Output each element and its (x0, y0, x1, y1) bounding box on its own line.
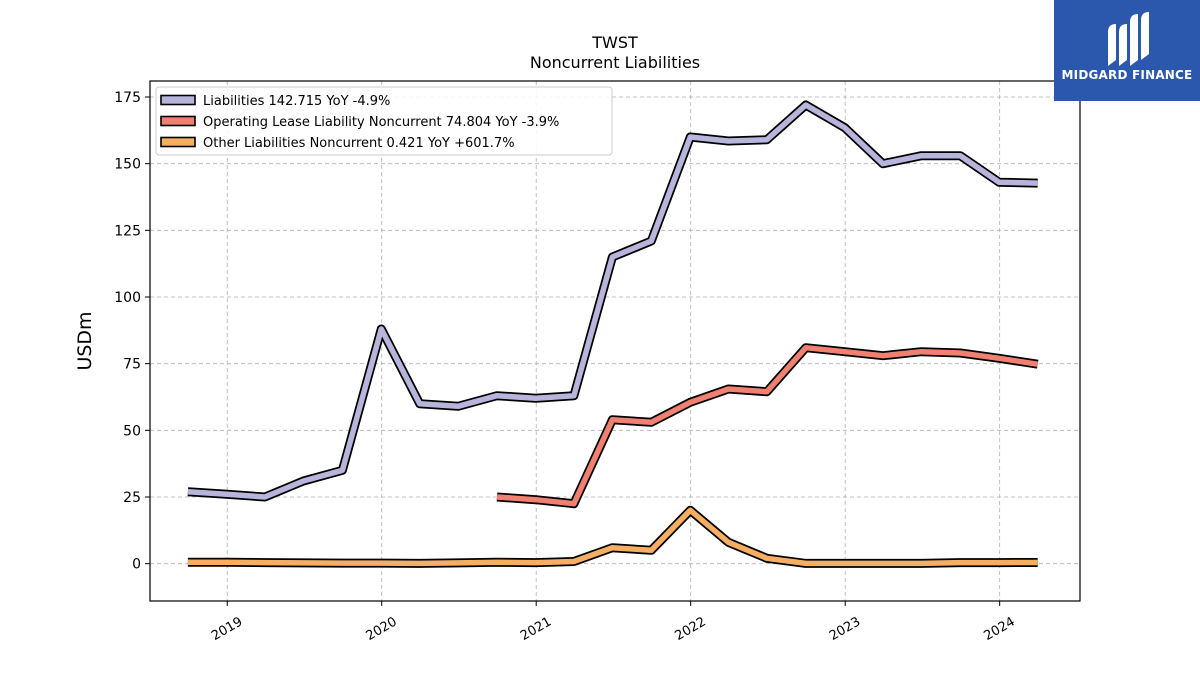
y-tick-label: 125 (114, 223, 141, 239)
y-tick-label: 50 (123, 423, 141, 439)
y-axis-label: USDm (74, 311, 96, 370)
chart-subtitle: Noncurrent Liabilities (530, 53, 700, 72)
legend-box (155, 86, 613, 156)
y-tick-label: 100 (114, 290, 141, 306)
y-tick-label: 0 (132, 557, 141, 573)
y-tick-label: 150 (114, 157, 141, 173)
x-tick-label: 2024 (982, 614, 1018, 644)
grid (150, 81, 1080, 601)
series-3 (187, 505, 1038, 568)
series-line (187, 102, 1038, 500)
brand-name: MIDGARD FINANCE (1061, 68, 1193, 82)
series-line (496, 344, 1039, 507)
legend: Liabilities 142.715 YoY -4.9% Operating L… (155, 86, 613, 156)
series-1 (187, 100, 1038, 502)
legend-swatch (160, 94, 196, 106)
legend-label: Liabilities 142.715 YoY -4.9% (203, 94, 390, 109)
x-tick-label: 2023 (827, 614, 863, 644)
y-tick-label: 75 (123, 357, 141, 373)
series-lines (187, 100, 1039, 568)
x-tick-label: 2020 (364, 614, 400, 644)
x-tick-label: 2021 (518, 614, 554, 644)
series-line-outline (187, 505, 1038, 568)
legend-swatch (160, 136, 196, 148)
legend-label: Operating Lease Liability Noncurrent 74.… (203, 115, 559, 130)
y-tick-label: 25 (123, 490, 141, 506)
midgard-finance-logo-icon (1108, 12, 1149, 66)
series-2 (496, 343, 1039, 509)
midgard-finance-logo: MIDGARD FINANCE (1054, 0, 1200, 101)
y-axis: 0 25 50 75 100 125 150 175 (114, 90, 150, 573)
y-tick-label: 175 (114, 90, 141, 106)
legend-label: Other Liabilities Noncurrent 0.421 YoY +… (203, 136, 515, 151)
series-line (187, 507, 1038, 567)
x-tick-label: 2022 (673, 614, 709, 644)
x-tick-label: 2019 (209, 614, 245, 644)
plot-frame (149, 80, 1081, 602)
chart-title: TWST (591, 33, 638, 52)
x-axis: 2019 2020 2021 2022 2023 2024 (209, 601, 1018, 644)
legend-swatch (160, 115, 196, 127)
